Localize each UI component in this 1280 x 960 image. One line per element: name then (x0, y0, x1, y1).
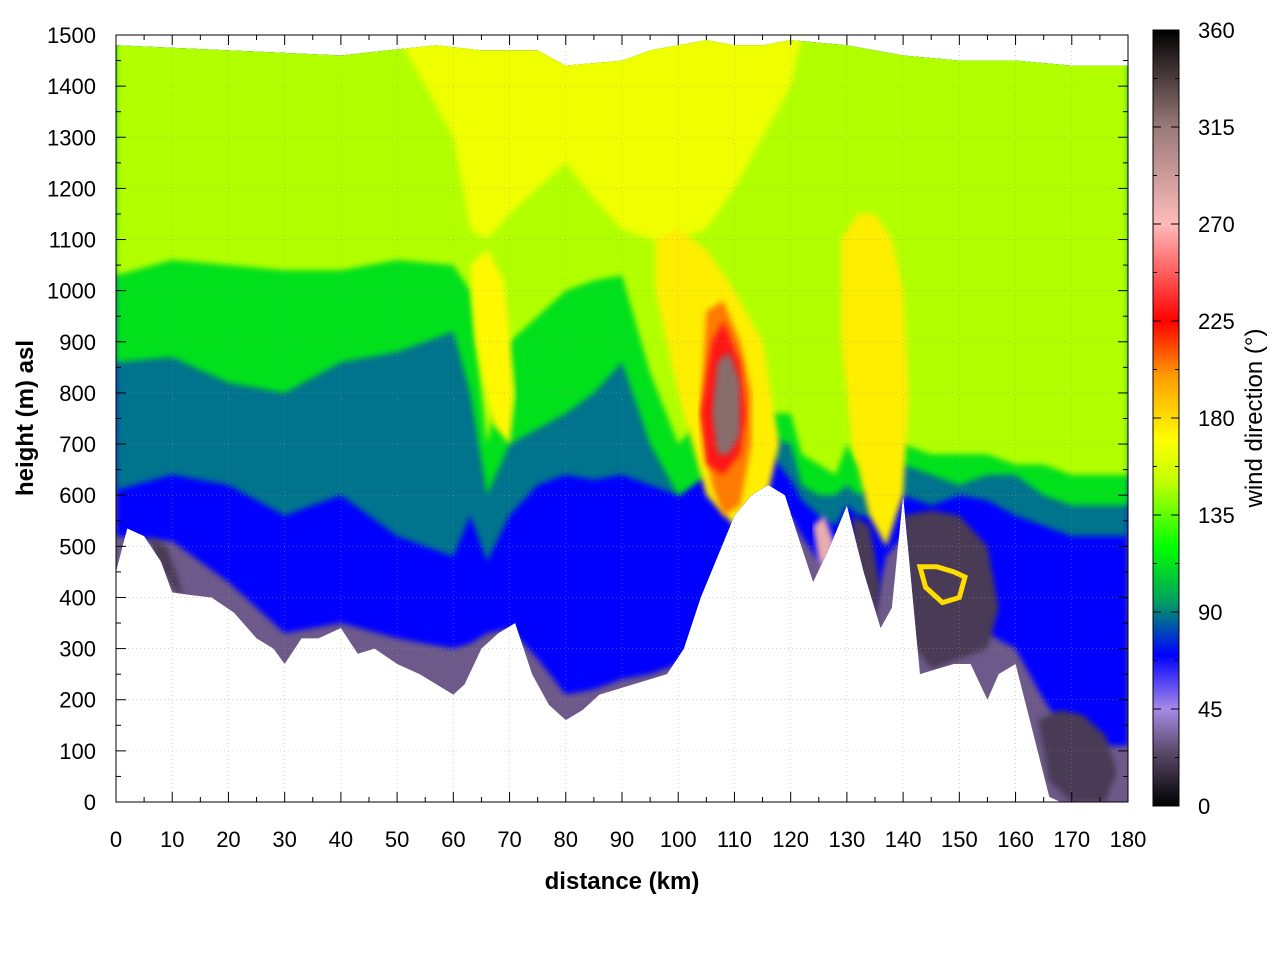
y-tick-label: 300 (59, 637, 96, 662)
x-tick-label: 170 (1053, 827, 1090, 852)
y-tick-label: 1000 (47, 279, 96, 304)
y-tick-label: 100 (59, 739, 96, 764)
feature-dark-7 (149, 536, 184, 598)
x-tick-label: 130 (829, 827, 866, 852)
feature-core-5 (711, 352, 741, 455)
x-tick-label: 10 (160, 827, 184, 852)
x-tick-label: 120 (772, 827, 809, 852)
x-tick-label: 0 (110, 827, 122, 852)
colorbar-tick-label: 270 (1198, 212, 1235, 237)
y-tick-label: 1400 (47, 74, 96, 99)
feature-warm-1 (841, 213, 909, 547)
y-tick-labels: 0 100 200 300 400 500 600 700 800 900 1000 1100 1200… (47, 23, 96, 815)
feature-dark-10 (1038, 709, 1117, 802)
feature-dark-9 (903, 510, 999, 670)
y-tick-label: 700 (59, 432, 96, 457)
x-tick-label: 160 (997, 827, 1034, 852)
y-tick-label: 800 (59, 381, 96, 406)
x-axis-title: distance (km) (545, 868, 700, 895)
y-tick-label: 1200 (47, 176, 96, 201)
colorbar-tick-labels: 0 45 90 135 180 225 270 315 360 (1198, 18, 1235, 819)
colorbar-tick-label: 0 (1198, 794, 1210, 819)
x-tick-label: 20 (216, 827, 240, 852)
y-axis-title: height (m) asl (12, 340, 39, 496)
heatmap-field (116, 40, 1128, 802)
layer-4 (116, 40, 1128, 240)
x-tick-label: 80 (554, 827, 578, 852)
y-tick-label: 1300 (47, 125, 96, 150)
x-tick-label: 60 (441, 827, 465, 852)
x-tick-label: 30 (272, 827, 296, 852)
colorbar-tick-label: 225 (1198, 309, 1235, 334)
axis-ticks (115, 34, 1129, 803)
y-tick-label: 0 (84, 790, 96, 815)
x-tick-label: 110 (717, 827, 752, 852)
x-tick-label: 150 (941, 827, 978, 852)
y-tick-label: 200 (59, 688, 96, 713)
y-tick-label: 600 (59, 483, 96, 508)
x-tick-label: 180 (1110, 827, 1147, 852)
colorbar-tick-label: 135 (1198, 503, 1235, 528)
feature-warm-2 (470, 249, 516, 445)
colorbar-tick-label: 45 (1198, 697, 1222, 722)
colorbar-title: wind direction (°) (1241, 329, 1268, 509)
feature-ring-11 (916, 564, 968, 606)
x-tick-label: 140 (885, 827, 922, 852)
y-tick-label: 1100 (49, 228, 96, 253)
colorbar-tick-label: 180 (1198, 406, 1235, 431)
x-tick-label: 90 (610, 827, 634, 852)
feature-dark-8 (852, 515, 881, 634)
colorbar-tick-label: 360 (1198, 18, 1235, 43)
grid-lines (116, 35, 1128, 802)
x-tick-label: 50 (385, 827, 409, 852)
x-tick-label: 70 (497, 827, 521, 852)
x-tick-label: 40 (329, 827, 353, 852)
wind-field-layers (116, 40, 1128, 802)
y-tick-label: 1500 (47, 23, 96, 48)
colorbar-ticks (1153, 29, 1179, 807)
colorbar-tick-label: 315 (1198, 115, 1235, 140)
x-tick-labels: 0 10 20 30 40 50 60 70 80 90 100 110 120 130 140 150 160… (110, 827, 1146, 852)
y-tick-label: 900 (59, 330, 96, 355)
y-tick-label: 500 (59, 534, 96, 559)
y-tick-label: 400 (59, 585, 96, 610)
x-tick-label: 100 (660, 827, 697, 852)
colorbar-tick-label: 90 (1198, 600, 1222, 625)
